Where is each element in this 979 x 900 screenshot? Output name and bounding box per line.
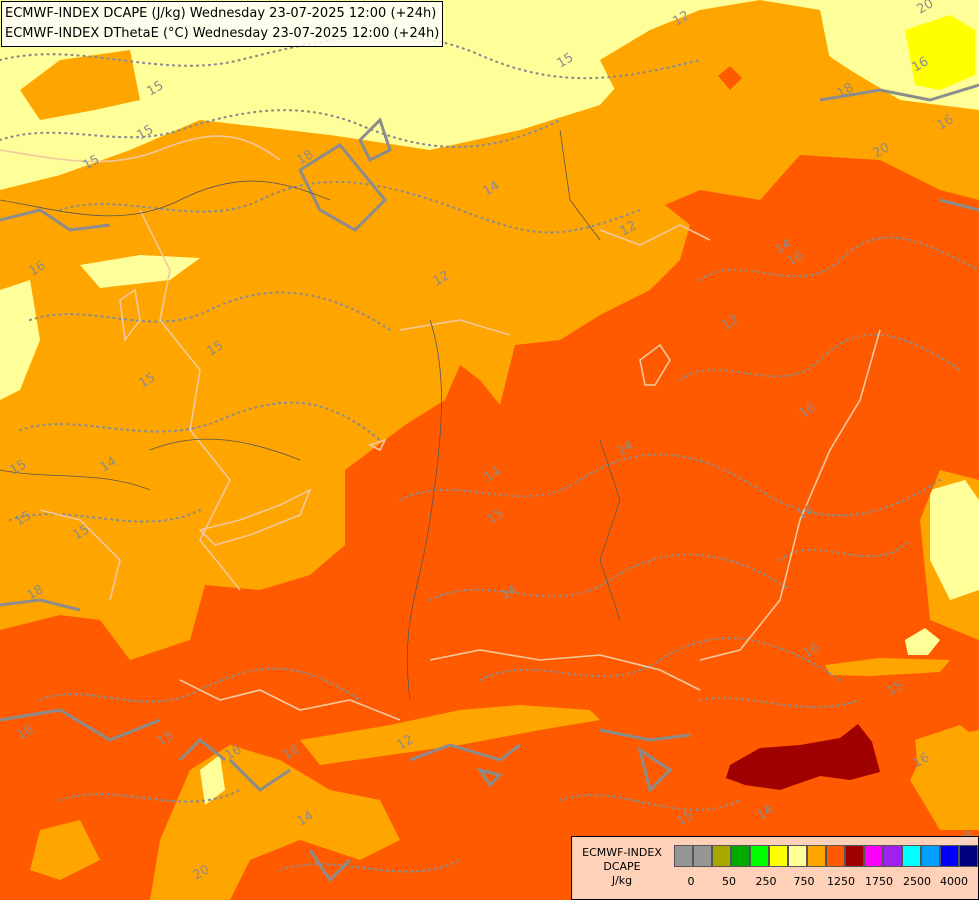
- contour-label: 14: [755, 802, 777, 823]
- contour-label: 12: [395, 732, 417, 753]
- color-legend: ECMWF-INDEX DCAPE J/kg 0 50 250 750 1250 1750…: [571, 836, 979, 900]
- contour-label: 15: [145, 78, 167, 99]
- contour-label: 16: [27, 258, 49, 279]
- contour-label: 15: [555, 50, 577, 71]
- region-light-yellow-west: [0, 280, 40, 400]
- region-red-spot: [718, 66, 742, 90]
- region-light-yellow-patch: [80, 255, 200, 288]
- contour-label: 15: [205, 338, 227, 359]
- legend-swatch: [731, 845, 750, 867]
- contour-label: 14: [481, 178, 503, 199]
- contour-label: 12: [618, 218, 640, 239]
- admin-lines: [0, 129, 621, 701]
- contour-label: 16: [223, 742, 245, 763]
- contour-label: 14: [98, 454, 120, 475]
- contour-label: 15: [137, 370, 159, 391]
- contour-label: 15: [81, 152, 103, 173]
- contour-label: 12: [671, 8, 693, 29]
- legend-param: DCAPE: [603, 860, 641, 873]
- title-dthetae: ECMWF-INDEX DThetaE (°C) Wednesday 23-07…: [5, 26, 440, 41]
- legend-model: ECMWF-INDEX: [582, 846, 662, 859]
- contour-label: 14: [773, 236, 795, 257]
- title-dcape: ECMWF-INDEX DCAPE (J/kg) Wednesday 23-07…: [5, 6, 437, 21]
- contour-label: 15: [675, 808, 697, 829]
- contour-label: 14: [295, 808, 317, 829]
- region-yellow-ne: [905, 15, 975, 90]
- legend-swatch: [712, 845, 731, 867]
- contour-label: 16: [935, 112, 957, 133]
- contour-label: 16: [281, 742, 303, 763]
- legend-swatch: [864, 845, 883, 867]
- contour-label: 16: [795, 502, 817, 523]
- map-title-box: ECMWF-INDEX DCAPE (J/kg) Wednesday 23-07…: [1, 1, 444, 47]
- contour-label: 14: [615, 438, 637, 459]
- legend-tick: 1250: [827, 875, 855, 888]
- contour-label: 15: [485, 506, 507, 527]
- contour-label: 16: [910, 54, 932, 75]
- region-orange-sw: [30, 820, 100, 880]
- legend-swatch: [845, 845, 864, 867]
- contour-label: 15: [155, 728, 177, 749]
- legend-swatch: [940, 845, 959, 867]
- legend-tick: 1750: [865, 875, 893, 888]
- legend-label: ECMWF-INDEX DCAPE J/kg: [576, 846, 668, 888]
- legend-swatch: [826, 845, 845, 867]
- contour-label: 16: [801, 640, 823, 661]
- legend-unit: J/kg: [611, 874, 633, 887]
- region-orange-south1: [300, 705, 600, 765]
- legend-swatch: [788, 845, 807, 867]
- legend-swatch: [902, 845, 921, 867]
- region-red-orange: [0, 155, 979, 900]
- contour-label: 15: [885, 678, 907, 699]
- region-yellow-spot2: [200, 755, 225, 805]
- legend-swatch: [693, 845, 712, 867]
- region-orange-se: [915, 725, 979, 830]
- contour-label: 15: [71, 522, 93, 543]
- legend-swatch: [769, 845, 788, 867]
- contour-label: 12: [720, 312, 742, 333]
- legend-tick: 750: [793, 875, 815, 888]
- region-orange-ne: [600, 0, 830, 100]
- contour-label: 14: [499, 582, 521, 603]
- region-yellow-spot: [905, 628, 940, 655]
- contour-label: 12: [431, 268, 453, 289]
- legend-tick: 4000: [940, 875, 968, 888]
- contour-label: 15: [13, 508, 35, 529]
- country-borders: [0, 135, 881, 721]
- legend-ticks: 0 50 250 750 1250 1750 2500 4000: [674, 875, 974, 889]
- legend-swatch: [959, 845, 978, 867]
- contour-label: 20: [191, 862, 213, 883]
- legend-tick: 0: [687, 875, 695, 888]
- region-dark-red: [726, 724, 880, 790]
- contour-label: 18: [835, 80, 857, 101]
- contour-label: 18: [295, 147, 317, 168]
- contour-label: 16: [785, 248, 807, 269]
- legend-swatch: [921, 845, 940, 867]
- region-orange-north: [20, 50, 140, 120]
- region-light-yellow-east: [930, 480, 979, 600]
- contour-label: 18: [15, 722, 37, 743]
- legend-tick: 250: [755, 875, 777, 888]
- contour-label: 16: [797, 400, 819, 421]
- region-orange-e: [825, 658, 950, 676]
- contour-label: 15: [135, 122, 157, 143]
- dthetae-solid-contours: [0, 83, 979, 883]
- legend-swatch: [674, 845, 693, 867]
- legend-colorbar: [674, 845, 978, 867]
- legend-swatch: [807, 845, 826, 867]
- legend-tick: 50: [722, 875, 736, 888]
- contour-label: 14: [482, 464, 504, 485]
- contour-label: 15: [8, 457, 30, 478]
- contour-label: 18: [25, 582, 47, 603]
- legend-swatch: [750, 845, 769, 867]
- contour-label: 20: [871, 140, 893, 161]
- contour-label: 16: [911, 750, 933, 771]
- legend-swatch: [883, 845, 902, 867]
- legend-tick: 2500: [903, 875, 931, 888]
